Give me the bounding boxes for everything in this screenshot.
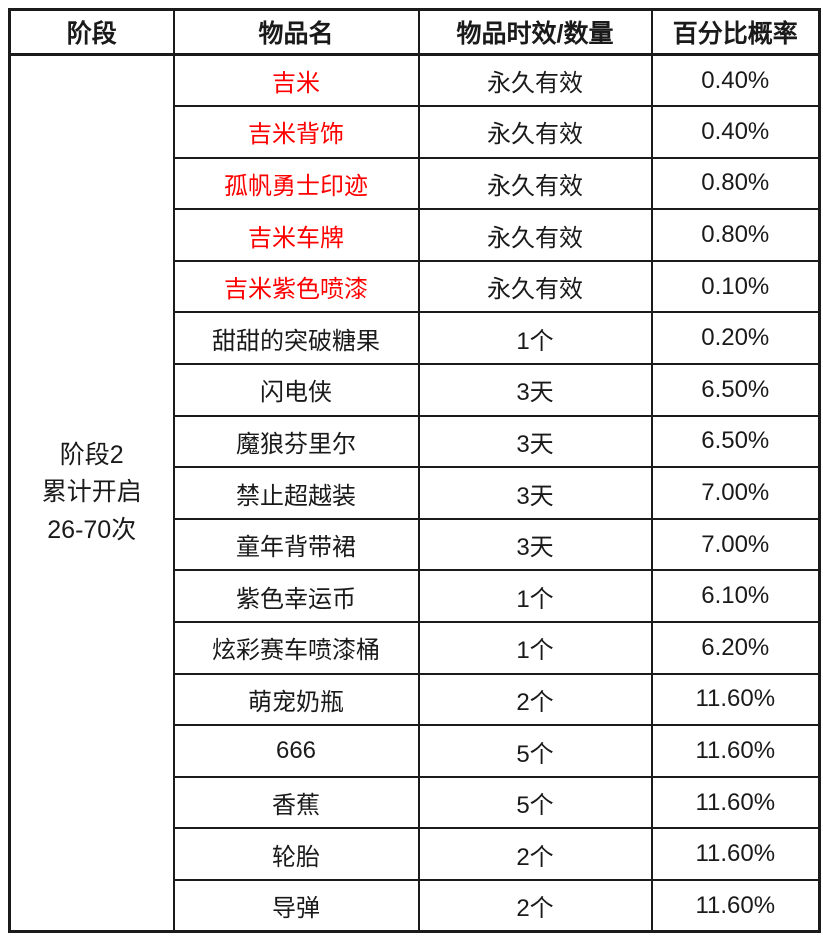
table-row: 孤帆勇士印迹 永久有效 0.80% xyxy=(10,156,821,211)
item-name-cell: 甜甜的突破糖果 xyxy=(172,311,420,366)
header-row: 阶段 物品名 物品时效/数量 百分比概率 xyxy=(8,8,821,56)
item-name-cell: 萌宠奶瓶 xyxy=(172,672,420,727)
item-name-cell: 紫色幸运币 xyxy=(172,569,420,624)
table-row: 甜甜的突破糖果 1个 0.20% xyxy=(10,311,821,366)
probability-cell: 11.60% xyxy=(650,724,821,778)
item-name-cell: 香蕉 xyxy=(172,775,420,830)
item-name-cell: 禁止超越装 xyxy=(172,466,420,520)
column-header-probability: 百分比概率 xyxy=(650,8,821,56)
probability-table: 阶段 物品名 物品时效/数量 百分比概率 阶段2 累计开启 26-70次 吉米 … xyxy=(8,8,821,934)
table-row: 吉米紫色喷漆 永久有效 0.10% xyxy=(10,259,821,314)
duration-cell: 2个 xyxy=(417,672,653,727)
item-name-cell: 炫彩赛车喷漆桶 xyxy=(172,621,420,675)
column-header-duration-quantity: 物品时效/数量 xyxy=(417,8,653,56)
table-body: 阶段2 累计开启 26-70次 吉米 永久有效 0.40% 吉米背饰 永久有效 … xyxy=(8,53,821,933)
item-name-cell: 孤帆勇士印迹 xyxy=(172,156,420,211)
column-header-stage: 阶段 xyxy=(8,8,175,56)
probability-cell: 0.40% xyxy=(650,53,821,108)
table-row: 吉米车牌 永久有效 0.80% xyxy=(10,208,821,262)
table-row: 香蕉 5个 11.60% xyxy=(10,775,821,830)
duration-cell: 永久有效 xyxy=(417,208,653,262)
table-row: 禁止超越装 3天 7.00% xyxy=(10,466,821,520)
duration-cell: 3天 xyxy=(417,363,653,417)
duration-cell: 永久有效 xyxy=(417,105,653,159)
item-name-cell: 魔狼芬里尔 xyxy=(172,414,420,469)
probability-cell: 6.50% xyxy=(650,414,821,469)
probability-cell: 11.60% xyxy=(650,672,821,727)
table-row: 魔狼芬里尔 3天 6.50% xyxy=(10,414,821,469)
probability-cell: 11.60% xyxy=(650,775,821,830)
stage-cell: 阶段2 累计开启 26-70次 xyxy=(8,53,175,933)
probability-cell: 6.20% xyxy=(650,621,821,675)
table-row: 闪电侠 3天 6.50% xyxy=(10,363,821,417)
probability-cell: 0.80% xyxy=(650,156,821,211)
duration-cell: 5个 xyxy=(417,724,653,778)
table-row: 炫彩赛车喷漆桶 1个 6.20% xyxy=(10,621,821,675)
item-name-cell: 导弹 xyxy=(172,879,420,933)
probability-cell: 6.10% xyxy=(650,569,821,624)
table-row: 轮胎 2个 11.60% xyxy=(10,827,821,881)
duration-cell: 1个 xyxy=(417,569,653,624)
item-name-cell: 吉米紫色喷漆 xyxy=(172,259,420,314)
table-row: 紫色幸运币 1个 6.10% xyxy=(10,569,821,624)
probability-cell: 0.20% xyxy=(650,311,821,366)
table-row: 萌宠奶瓶 2个 11.60% xyxy=(10,672,821,727)
duration-cell: 2个 xyxy=(417,879,653,933)
duration-cell: 1个 xyxy=(417,311,653,366)
table-row: 阶段2 累计开启 26-70次 吉米 永久有效 0.40% xyxy=(8,53,821,933)
stage-line: 26-70次 xyxy=(47,515,137,544)
item-name-cell: 吉米背饰 xyxy=(172,105,420,159)
duration-cell: 永久有效 xyxy=(417,156,653,211)
duration-cell: 永久有效 xyxy=(417,259,653,314)
item-name-cell: 童年背带裙 xyxy=(172,517,420,572)
duration-cell: 1个 xyxy=(417,621,653,675)
table-row: 导弹 2个 11.60% xyxy=(10,879,821,933)
duration-cell: 2个 xyxy=(417,827,653,881)
item-name-cell: 吉米 xyxy=(172,53,420,108)
probability-cell: 0.40% xyxy=(650,105,821,159)
probability-cell: 0.80% xyxy=(650,208,821,262)
duration-cell: 永久有效 xyxy=(417,53,653,108)
stage-line: 阶段2 xyxy=(59,440,124,469)
table-header: 阶段 物品名 物品时效/数量 百分比概率 xyxy=(8,8,821,56)
duration-cell: 3天 xyxy=(417,466,653,520)
probability-cell: 0.10% xyxy=(650,259,821,314)
item-name-cell: 闪电侠 xyxy=(172,363,420,417)
item-name-cell: 吉米车牌 xyxy=(172,208,420,262)
probability-cell: 7.00% xyxy=(650,466,821,520)
table-row: 吉米背饰 永久有效 0.40% xyxy=(10,105,821,159)
probability-cell: 7.00% xyxy=(650,517,821,572)
duration-cell: 3天 xyxy=(417,517,653,572)
probability-cell: 11.60% xyxy=(650,879,821,933)
duration-cell: 3天 xyxy=(417,414,653,469)
stage-line: 累计开启 xyxy=(41,478,142,507)
duration-cell: 5个 xyxy=(417,775,653,830)
probability-cell: 11.60% xyxy=(650,827,821,881)
item-name-cell: 轮胎 xyxy=(172,827,420,881)
probability-cell: 6.50% xyxy=(650,363,821,417)
item-name-cell: 666 xyxy=(172,724,420,778)
column-header-item-name: 物品名 xyxy=(172,8,420,56)
table-row: 666 5个 11.60% xyxy=(10,724,821,778)
table-row: 童年背带裙 3天 7.00% xyxy=(10,517,821,572)
